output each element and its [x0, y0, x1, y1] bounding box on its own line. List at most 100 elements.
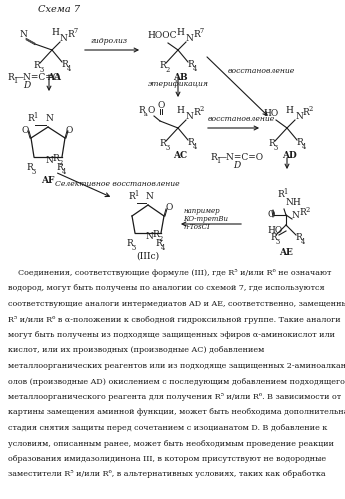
- Text: 4: 4: [302, 143, 306, 151]
- Text: 2: 2: [165, 66, 169, 74]
- Text: R: R: [210, 153, 217, 162]
- Text: O: O: [21, 126, 28, 135]
- Text: 4: 4: [67, 65, 71, 73]
- Text: 2: 2: [158, 235, 162, 243]
- Text: R: R: [33, 61, 40, 70]
- Text: R: R: [187, 138, 194, 147]
- Text: металлоорганических реагентов или из подходяще защищенных 2-аминоалкан-1-: металлоорганических реагентов или из под…: [8, 362, 345, 370]
- Text: N: N: [186, 112, 194, 121]
- Text: R: R: [56, 163, 63, 172]
- Text: заместители R⁵ и/или R⁶, в альтернативных условиях, таких как обработка: заместители R⁵ и/или R⁶, в альтернативны…: [8, 471, 326, 479]
- Text: R: R: [52, 154, 59, 163]
- Text: 4: 4: [193, 143, 197, 151]
- Text: например: например: [183, 207, 220, 215]
- Text: N: N: [45, 114, 53, 123]
- Text: 1: 1: [283, 188, 287, 196]
- Text: AD: AD: [282, 151, 297, 160]
- Text: R: R: [270, 233, 277, 242]
- Text: 1: 1: [13, 77, 17, 85]
- Text: 1: 1: [134, 190, 138, 198]
- Text: R⁵ и/или R⁶ в α-положении к свободной гидроксильной группе. Такие аналоги: R⁵ и/или R⁶ в α-положении к свободной ги…: [8, 315, 341, 323]
- Text: R: R: [268, 139, 275, 148]
- Text: —N=C=O: —N=C=O: [15, 73, 61, 82]
- Text: n-TosCI: n-TosCI: [183, 223, 210, 231]
- Text: 1: 1: [216, 157, 220, 165]
- Text: AB: AB: [173, 73, 188, 82]
- Text: 3: 3: [32, 168, 36, 176]
- Text: HO: HO: [263, 109, 278, 118]
- Text: 7: 7: [199, 27, 203, 35]
- Text: O: O: [147, 106, 154, 115]
- Text: R: R: [138, 106, 145, 115]
- Text: 1: 1: [33, 112, 37, 120]
- Text: R: R: [193, 108, 200, 117]
- Text: N: N: [60, 34, 68, 43]
- Text: соответствующие аналоги интермедиатов AD и AE, соответственно, замещенные: соответствующие аналоги интермедиатов AD…: [8, 300, 345, 308]
- Text: —N=C=O: —N=C=O: [218, 153, 264, 162]
- Text: N: N: [145, 192, 153, 201]
- Text: 4: 4: [193, 65, 197, 73]
- Text: Схема 7: Схема 7: [38, 5, 80, 14]
- Text: образования имидазолидинона III, в котором присутствуют не водородные: образования имидазолидинона III, в котор…: [8, 455, 326, 463]
- Text: H: H: [51, 28, 59, 37]
- Text: D: D: [233, 161, 240, 170]
- Text: 3: 3: [165, 144, 169, 152]
- Text: R: R: [159, 139, 166, 148]
- Text: (IIIc): (IIIc): [136, 252, 159, 261]
- Text: N: N: [45, 156, 53, 165]
- Text: R: R: [152, 230, 159, 239]
- Text: R: R: [187, 60, 194, 69]
- Text: 3: 3: [276, 238, 280, 246]
- Text: R: R: [67, 30, 74, 39]
- Text: металлоорганического реагента для получения R⁵ и/или R⁶. В зависимости от: металлоорганического реагента для получе…: [8, 393, 341, 401]
- Text: 4: 4: [301, 238, 305, 246]
- Text: этерификация: этерификация: [148, 80, 209, 88]
- Text: R: R: [295, 233, 302, 242]
- Text: 2: 2: [199, 105, 203, 113]
- Text: AA: AA: [47, 73, 61, 82]
- Text: могут быть получены из подходяще защищенных эфиров α-аминокислот или: могут быть получены из подходяще защищен…: [8, 331, 335, 339]
- Text: 2: 2: [305, 206, 309, 214]
- Text: N: N: [145, 232, 153, 241]
- Text: гидролиз: гидролиз: [90, 37, 127, 45]
- Text: O: O: [267, 210, 274, 219]
- Text: O: O: [157, 101, 164, 110]
- Text: R: R: [302, 108, 309, 117]
- Text: a: a: [144, 112, 148, 117]
- Text: картины замещения аминной функции, может быть необходима дополнительная: картины замещения аминной функции, может…: [8, 409, 345, 417]
- Text: КО-третBu: КО-третBu: [183, 215, 228, 223]
- Text: R: R: [26, 163, 33, 172]
- Text: 3: 3: [39, 66, 43, 74]
- Text: H: H: [176, 28, 184, 37]
- Text: кислот, или их производных (производные AC) добавлением: кислот, или их производных (производные …: [8, 346, 264, 354]
- Text: N: N: [292, 211, 300, 220]
- Text: R: R: [277, 190, 284, 199]
- Text: N: N: [20, 30, 28, 39]
- Text: восстановление: восстановление: [228, 67, 295, 75]
- Text: R: R: [299, 208, 306, 217]
- Text: 3: 3: [274, 144, 278, 152]
- Text: AF: AF: [41, 176, 55, 185]
- Text: стадия снятия защиты перед сочетанием с изоцианатом D. В добавление к: стадия снятия защиты перед сочетанием с …: [8, 424, 327, 432]
- Text: R: R: [159, 61, 166, 70]
- Text: 4: 4: [62, 168, 66, 176]
- Text: 3: 3: [132, 244, 136, 252]
- Text: H: H: [176, 106, 184, 115]
- Text: HO: HO: [267, 226, 282, 235]
- Text: R: R: [128, 192, 135, 201]
- Text: NH: NH: [286, 198, 302, 207]
- Text: 7: 7: [73, 27, 77, 35]
- Text: O: O: [66, 126, 73, 135]
- Text: N: N: [186, 34, 194, 43]
- Text: R: R: [61, 60, 68, 69]
- Text: R: R: [7, 73, 14, 82]
- Text: 2: 2: [308, 105, 312, 113]
- Text: N: N: [295, 112, 303, 121]
- Text: 4: 4: [161, 244, 165, 252]
- Text: O: O: [165, 203, 172, 212]
- Text: водород, могут быть получены по аналогии со схемой 7, где используются: водород, могут быть получены по аналогии…: [8, 284, 325, 292]
- Text: D: D: [23, 81, 30, 90]
- Text: R: R: [126, 239, 133, 248]
- Text: HOOC: HOOC: [147, 31, 177, 40]
- Text: R: R: [296, 138, 303, 147]
